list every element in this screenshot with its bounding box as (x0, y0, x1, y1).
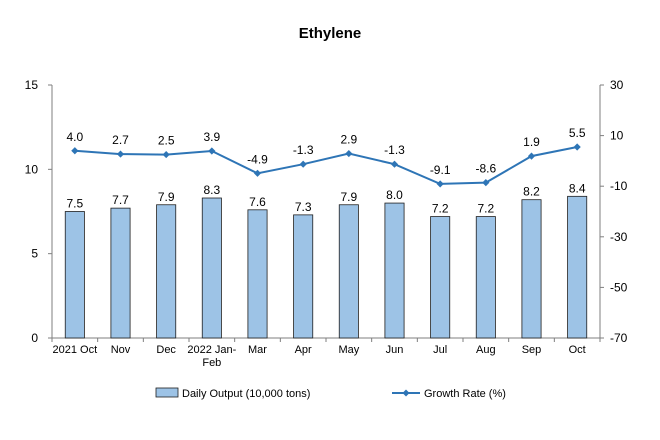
axes: 0 5 10 15 -70 -50 -30 -10 10 30 2021 Oct Nov Dec 2022… (25, 78, 628, 369)
legend-bar-swatch (155, 387, 179, 398)
bar-data-label: 7.3 (295, 200, 312, 214)
bar-data-label: 7.5 (66, 197, 83, 211)
x-tick-label: Jul (433, 344, 447, 356)
y-right-tick-label: -50 (610, 280, 628, 294)
line-point (482, 179, 490, 187)
x-tick-label: Nov (111, 344, 131, 356)
bar-data-label: 7.9 (158, 190, 175, 204)
bar-data-label: 7.9 (340, 190, 357, 204)
bar (567, 195, 588, 339)
y-right-tick-label: -70 (610, 331, 628, 345)
bar (201, 197, 222, 339)
line-point (162, 150, 170, 159)
y-right-tick-label: 30 (610, 78, 624, 92)
legend-bar-label: Daily Output (10,000 tons) (182, 388, 310, 400)
bar-data-label: 7.7 (112, 193, 129, 207)
line-point (116, 150, 125, 158)
bar-data-label: 8.2 (523, 185, 540, 199)
bar-data-label: 7.2 (477, 202, 494, 216)
line-data-label: 2.7 (112, 133, 129, 147)
x-tick-label: 2022 Jan-Feb (187, 344, 236, 369)
y-right-tick-label: -30 (610, 230, 628, 244)
y-left-tick-label: 15 (25, 78, 39, 92)
y-left-tick-label: 0 (31, 331, 38, 345)
legend: Daily Output (10,000 tons) Growth Rate (%… (155, 387, 506, 400)
bar (247, 209, 268, 339)
line-point (390, 160, 399, 168)
x-tick-label: Apr (295, 344, 312, 356)
bar (430, 216, 451, 339)
bar-data-label: 7.6 (249, 195, 266, 209)
legend-line-label: Growth Rate (%) (424, 388, 506, 400)
bar (384, 202, 405, 339)
bar-data-label: 8.3 (203, 183, 220, 197)
legend-line-marker (402, 389, 410, 397)
line-point (345, 149, 353, 158)
y-right-tick-label: 10 (610, 129, 624, 143)
line-data-label: 1.9 (523, 135, 540, 149)
line-point (527, 152, 536, 160)
y-left-tick-label: 5 (31, 247, 38, 261)
y-right-tick-label: -10 (610, 179, 628, 193)
line-point (71, 147, 79, 155)
bar (338, 204, 359, 339)
x-tick-label: Aug (476, 344, 496, 356)
line-data-label: -1.3 (384, 143, 405, 157)
growth-line (74, 146, 578, 185)
bar (521, 199, 542, 339)
bar (110, 207, 131, 339)
x-tick-label: 2021 Oct (53, 344, 98, 356)
x-tick-label: May (338, 344, 359, 356)
line-data-label: 3.9 (203, 130, 220, 144)
bar (156, 204, 177, 339)
x-tick-label: Jun (386, 344, 404, 356)
line-data-label: 2.9 (340, 133, 357, 147)
line-data-label: 5.5 (569, 126, 586, 140)
bar (475, 216, 496, 339)
x-tick-label: Dec (156, 344, 176, 356)
bar (293, 214, 314, 339)
line-point (436, 180, 444, 188)
bar (64, 211, 85, 339)
line-series: 4.0 2.7 2.5 3.9 -4.9 -1.3 2.9 -1.3 -9.1 -8.6 1.9 5.… (66, 126, 586, 188)
x-tick-label: Mar (248, 344, 267, 356)
chart-title: Ethylene (299, 25, 362, 42)
line-point (299, 160, 307, 168)
line-data-label: -8.6 (475, 162, 496, 176)
line-data-label: -4.9 (247, 152, 268, 166)
line-data-label: 2.5 (158, 134, 175, 148)
bar-series: 7.5 7.7 7.9 8.3 7.6 7.3 7.9 8.0 7.2 7.2 8.2 8.4 (64, 181, 588, 339)
bar-data-label: 7.2 (432, 202, 449, 216)
line-data-label: 4.0 (66, 130, 83, 144)
x-tick-label: Oct (569, 344, 586, 356)
line-data-label: -1.3 (293, 143, 314, 157)
line-point (573, 143, 581, 151)
bar-data-label: 8.4 (569, 181, 586, 195)
line-data-label: -9.1 (430, 163, 451, 177)
bar-data-label: 8.0 (386, 188, 403, 202)
line-point (208, 147, 216, 155)
line-point (253, 169, 262, 177)
y-left-tick-label: 10 (25, 162, 39, 176)
x-tick-label: Sep (522, 344, 542, 356)
